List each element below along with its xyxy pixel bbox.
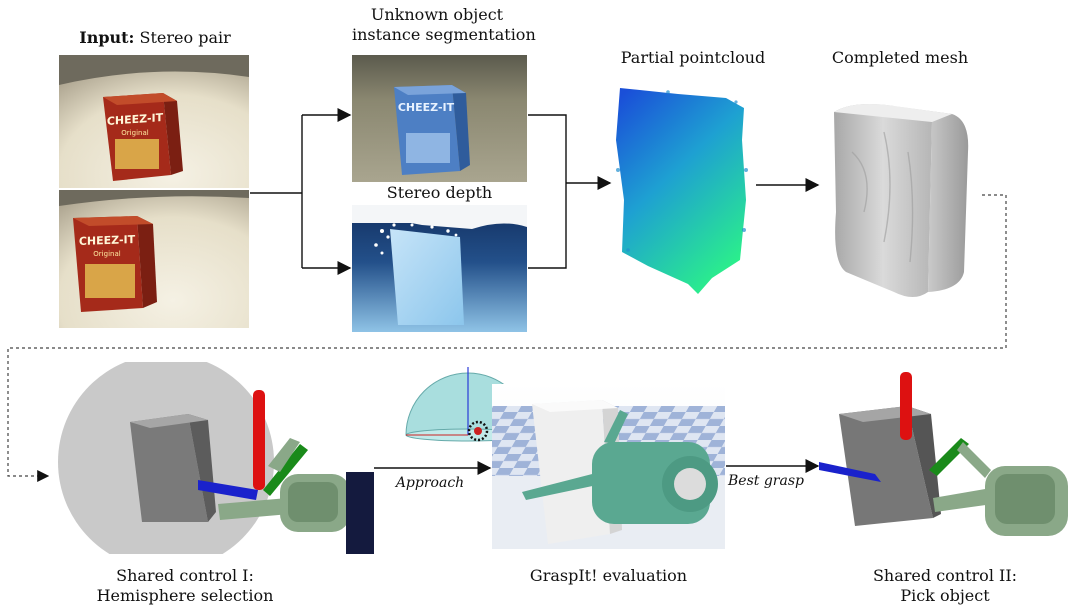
segmentation-label: Unknown object instance segmentation xyxy=(352,5,536,45)
partial-pointcloud-label: Partial pointcloud xyxy=(620,48,766,67)
shared-control-1-line1: Shared control I: xyxy=(116,566,254,585)
graspit-image xyxy=(492,384,725,549)
best-grasp-label: Best grasp xyxy=(728,473,804,489)
completed-mesh-label: Completed mesh xyxy=(831,48,969,67)
segmentation-label-line2: instance segmentation xyxy=(352,25,536,44)
segmentation-brand: CHEEZ-IT xyxy=(397,101,455,114)
shared-control-2-image xyxy=(815,370,1068,550)
stereo-depth-image xyxy=(352,205,527,332)
shared-control-1-label: Shared control I: Hemisphere selection xyxy=(80,566,290,606)
completed-mesh-image xyxy=(824,92,974,302)
segmentation-label-line1: Unknown object xyxy=(370,5,504,24)
shared-control-2-line1: Shared control II: xyxy=(872,566,1018,585)
stereo-right-sub: Original xyxy=(93,250,121,258)
shared-control-1-line2: Hemisphere selection xyxy=(96,586,274,605)
shared-control-2-label: Shared control II: Pick object xyxy=(840,566,1050,606)
graspit-label: GraspIt! evaluation xyxy=(529,566,688,585)
input-label-rest: Stereo pair xyxy=(134,28,231,47)
shared-control-1-image xyxy=(58,362,374,554)
input-label: Input: Stereo pair xyxy=(60,28,250,48)
segmentation-image: CHEEZ-IT xyxy=(352,55,527,182)
stereo-right-image: CHEEZ-IT Original xyxy=(59,190,249,328)
stereo-depth-label: Stereo depth xyxy=(386,183,493,202)
approach-label: Approach xyxy=(395,475,465,491)
stereo-left-sub: Original xyxy=(121,129,149,137)
shared-control-2-line2: Pick object xyxy=(900,586,990,605)
stereo-left-image: CHEEZ-IT Original xyxy=(59,55,249,188)
input-label-bold: Input: xyxy=(79,28,135,47)
partial-pointcloud-image xyxy=(608,80,753,300)
